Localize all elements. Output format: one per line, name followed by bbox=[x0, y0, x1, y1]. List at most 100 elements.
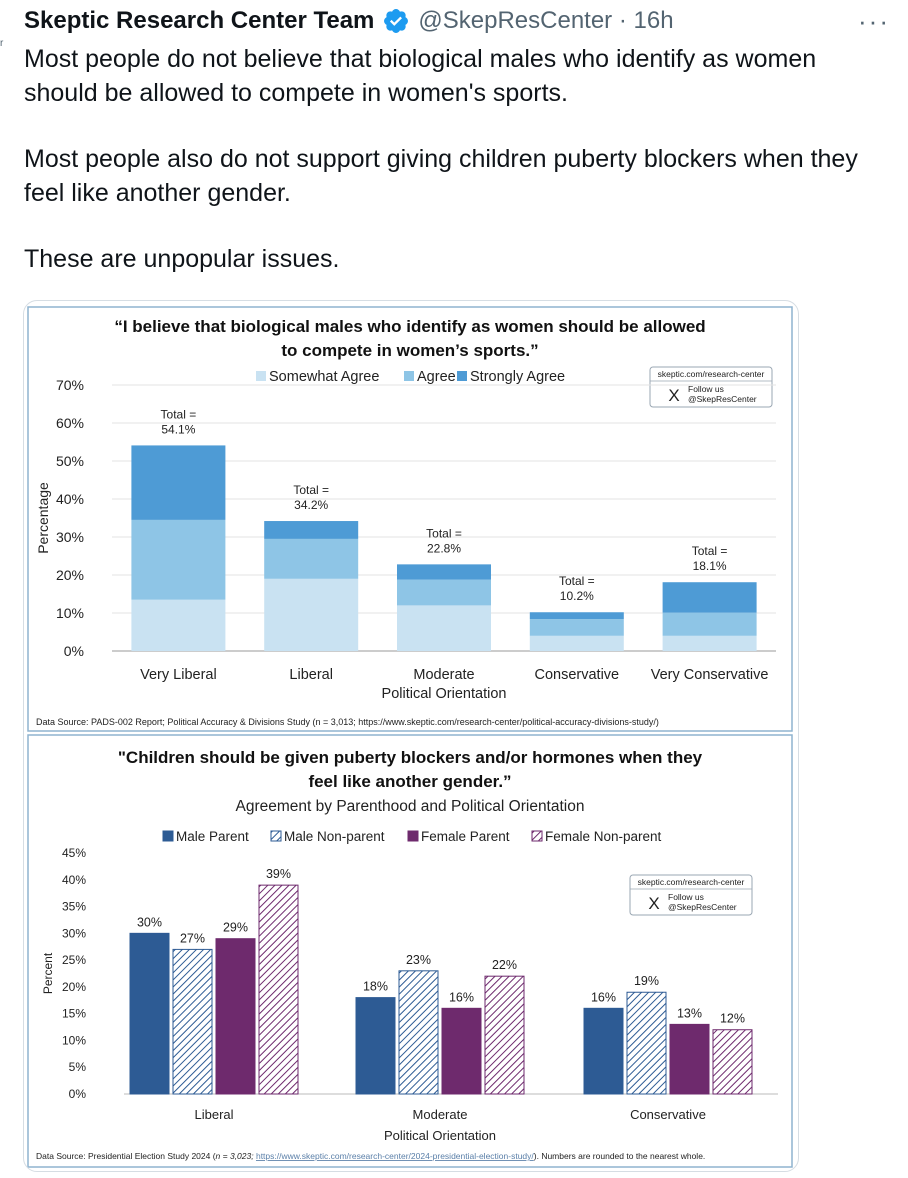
chart2-legend-swatch-2 bbox=[407, 830, 419, 842]
chart1-xtick-1: Liberal bbox=[289, 667, 333, 683]
chart1-bar-0-0 bbox=[131, 599, 226, 651]
chart1-bar-3-0 bbox=[529, 635, 624, 651]
chart1-frame bbox=[27, 306, 793, 732]
chart2-source-part-2[interactable]: https://www.skeptic.com/research-center/… bbox=[256, 1151, 534, 1161]
chart1-total-prefix-4: Total = bbox=[692, 544, 728, 558]
chart2-ytick-8: 40% bbox=[62, 873, 86, 887]
chart1-legend-swatch-1 bbox=[404, 371, 414, 381]
chart2-bar-1-0 bbox=[355, 997, 396, 1095]
chart1-total-2: 22.8% bbox=[427, 541, 461, 555]
chart2-source-part-1: n = 3,023; bbox=[216, 1151, 256, 1161]
chart2-legend-swatch-1 bbox=[270, 830, 282, 842]
chart1-xtick-4: Very Conservative bbox=[651, 667, 769, 683]
chart2-xtick-2: Conservative bbox=[630, 1107, 706, 1122]
chart1-total-prefix-2: Total = bbox=[426, 526, 462, 540]
chart2-data-label-1-0: 18% bbox=[363, 980, 388, 994]
chart1-badge-handle: @SkepResCenter bbox=[688, 394, 757, 404]
chart1-ytick-3: 30% bbox=[56, 529, 84, 545]
chart1-bar-4-1 bbox=[662, 612, 757, 636]
tweet-media-image[interactable]: “I believe that biological males who ide… bbox=[23, 300, 799, 1172]
chart1-total-4: 18.1% bbox=[693, 559, 727, 573]
chart2-ytick-4: 20% bbox=[62, 980, 86, 994]
chart2-frame bbox=[27, 734, 793, 1168]
chart2-badge-url: skeptic.com/research-center bbox=[638, 877, 745, 887]
chart1-total-prefix-0: Total = bbox=[161, 407, 197, 421]
chart1-ylabel: Percentage bbox=[35, 482, 51, 554]
chart2-badge-follow: Follow us bbox=[668, 892, 704, 902]
chart2-legend-label-3: Female Non-parent bbox=[545, 829, 662, 844]
chart1-total-1: 34.2% bbox=[294, 498, 328, 512]
chart2-legend-label-1: Male Non-parent bbox=[284, 829, 385, 844]
chart2-data-label-2-0: 16% bbox=[591, 990, 616, 1004]
chart2-ylabel: Percent bbox=[41, 952, 55, 994]
chart2-data-label-0-1: 27% bbox=[180, 931, 205, 945]
more-options-icon[interactable]: ··· bbox=[858, 6, 890, 36]
chart1-ytick-6: 60% bbox=[56, 415, 84, 431]
chart1-bar-4-2 bbox=[662, 582, 757, 613]
chart2-data-label-1-1: 23% bbox=[406, 953, 431, 967]
chart2-ytick-1: 5% bbox=[69, 1060, 87, 1074]
chart2-badge-handle: @SkepResCenter bbox=[668, 902, 737, 912]
chart1-legend-swatch-2 bbox=[457, 371, 467, 381]
chart1-badge-box bbox=[649, 366, 773, 408]
chart1-ytick-1: 10% bbox=[56, 605, 84, 621]
chart2-data-label-0-2: 29% bbox=[223, 921, 248, 935]
chart1-ytick-0: 0% bbox=[64, 643, 84, 659]
chart1-title-line2: to compete in women’s sports.” bbox=[281, 341, 538, 360]
chart2-data-label-2-1: 19% bbox=[634, 974, 659, 988]
verified-badge-icon bbox=[384, 9, 409, 33]
chart1-bar-1-0 bbox=[264, 578, 359, 651]
chart2-bar-2-2 bbox=[669, 1023, 710, 1095]
chart2-title-line1: "Children should be given puberty blocke… bbox=[118, 748, 703, 767]
chart2-legend-label-2: Female Parent bbox=[421, 829, 510, 844]
chart2-ytick-2: 10% bbox=[62, 1033, 86, 1047]
chart1-bar-0-1 bbox=[131, 519, 226, 600]
chart2-data-label-1-3: 22% bbox=[492, 958, 517, 972]
tweet-paragraph-3: These are unpopular issues. bbox=[24, 245, 340, 273]
chart2-data-label-2-2: 13% bbox=[677, 1006, 702, 1020]
chart1-ytick-7: 70% bbox=[56, 377, 84, 393]
handle-and-time[interactable]: @SkepResCenter · 16h bbox=[418, 7, 674, 34]
chart1-badge-follow: Follow us bbox=[688, 384, 724, 394]
chart2-bar-2-0 bbox=[583, 1007, 624, 1095]
chart1-total-prefix-3: Total = bbox=[559, 574, 595, 588]
x-logo-icon: X bbox=[648, 894, 659, 913]
chart2-subtitle: Agreement by Parenthood and Political Or… bbox=[236, 798, 585, 815]
chart2-ytick-3: 15% bbox=[62, 1007, 86, 1021]
chart2-bar-0-0 bbox=[129, 932, 170, 1095]
chart2-bar-2-3 bbox=[712, 1029, 753, 1095]
chart2-data-label-2-3: 12% bbox=[720, 1012, 745, 1026]
chart2-legend-label-0: Male Parent bbox=[176, 829, 249, 844]
tweet-text: Most people do not believe that biologic… bbox=[24, 42, 884, 276]
chart2-ytick-0: 0% bbox=[69, 1087, 87, 1101]
x-logo-icon: X bbox=[668, 386, 679, 405]
chart1-bar-2-0 bbox=[397, 605, 491, 651]
chart2-bar-1-1 bbox=[398, 970, 439, 1095]
chart2-bar-1-2 bbox=[441, 1007, 482, 1095]
chart2-bar-2-1 bbox=[626, 991, 667, 1095]
chart2-bar-0-3 bbox=[258, 884, 299, 1095]
chart1-legend-label-0: Somewhat Agree bbox=[269, 369, 379, 385]
author-name[interactable]: Skeptic Research Center Team bbox=[24, 7, 375, 34]
chart1-bar-0-2 bbox=[131, 445, 226, 520]
chart1-total-0: 54.1% bbox=[161, 422, 195, 436]
chart1-legend-label-1: Agree bbox=[417, 369, 456, 385]
chart1-badge-url: skeptic.com/research-center bbox=[658, 369, 765, 379]
chart2-source: Data Source: Presidential Election Study… bbox=[36, 1151, 705, 1161]
chart1-bar-1-2 bbox=[264, 521, 359, 539]
chart2-ytick-6: 30% bbox=[62, 926, 86, 940]
chart2-source-part-3: ). Numbers are rounded to the nearest wh… bbox=[534, 1151, 706, 1161]
chart2-data-label-0-3: 39% bbox=[266, 867, 291, 881]
chart1-legend-swatch-0 bbox=[256, 371, 266, 381]
chart1-ytick-2: 20% bbox=[56, 567, 84, 583]
chart2-data-label-1-2: 16% bbox=[449, 990, 474, 1004]
chart2-xtick-0: Liberal bbox=[194, 1107, 233, 1122]
chart2-ytick-7: 35% bbox=[62, 900, 86, 914]
chart1-ytick-5: 50% bbox=[56, 453, 84, 469]
chart1-bar-3-2 bbox=[529, 612, 624, 620]
chart1-bar-2-1 bbox=[397, 579, 491, 606]
chart1-total-3: 10.2% bbox=[560, 589, 594, 603]
chart2-ytick-5: 25% bbox=[62, 953, 86, 967]
charts-canvas: “I believe that biological males who ide… bbox=[27, 306, 793, 1168]
chart2-xlabel: Political Orientation bbox=[384, 1128, 496, 1143]
